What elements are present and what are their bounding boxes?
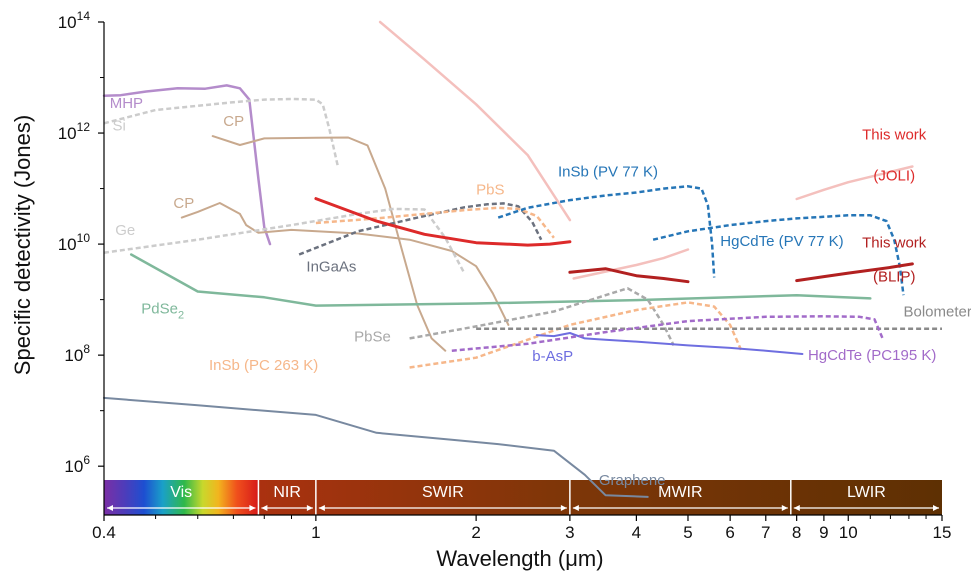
series-line-si-1 bbox=[103, 97, 340, 167]
series-line-cp-2 bbox=[211, 135, 447, 352]
band-arrow-left bbox=[107, 505, 113, 511]
series-labels: MHP Si CP CP Ge InGaAs PbS PdSe2 PbSe InSb (PC 26… bbox=[110, 95, 971, 489]
band-vis-fill bbox=[104, 480, 259, 515]
series-label-si: Si bbox=[113, 118, 126, 135]
series-label-mhp: MHP bbox=[110, 95, 143, 112]
series-line-joli-reference-16 bbox=[378, 20, 572, 222]
band-arrow-left bbox=[793, 505, 800, 511]
x-tick-label: 15 bbox=[933, 523, 952, 542]
band-label-nir: NIR bbox=[273, 484, 301, 501]
x-tick-label: 4 bbox=[632, 523, 641, 542]
series-label-insb-pv-77-k: InSb (PV 77 K) bbox=[558, 163, 658, 180]
x-tick-label: 0.4 bbox=[92, 523, 116, 542]
series-line-joli-reference-17 bbox=[572, 248, 690, 280]
series-label-hgcdte-pv-77-k: HgCdTe (PV 77 K) bbox=[720, 233, 843, 250]
annotation-this-work: This work bbox=[862, 235, 927, 252]
x-tick-label: 1 bbox=[311, 523, 320, 542]
series-line-insb-pv-77-k-13 bbox=[497, 185, 716, 278]
x-tick-label: 5 bbox=[683, 523, 692, 542]
band-arrow-right bbox=[560, 505, 567, 511]
x-tick-label: 8 bbox=[792, 523, 801, 542]
series-line-ge-4 bbox=[103, 207, 466, 274]
series-label-graphene: Graphene bbox=[599, 472, 666, 489]
annotation-this-work: This work bbox=[862, 127, 927, 144]
x-tick-label: 3 bbox=[565, 523, 574, 542]
x-tick-label: 6 bbox=[725, 523, 734, 542]
band-label-swir: SWIR bbox=[422, 484, 464, 501]
series-line-this-work-blip-20 bbox=[568, 267, 690, 284]
band-label-mwir: MWIR bbox=[658, 484, 702, 501]
series-label-cp: CP bbox=[173, 195, 194, 212]
band-label-vis: Vis bbox=[170, 484, 192, 501]
series-line-pdse-7 bbox=[129, 253, 872, 307]
series-line-pbse-8 bbox=[409, 287, 675, 346]
series-layer bbox=[102, 20, 942, 498]
series-line-hgcdte-pv-77-k-14 bbox=[652, 214, 905, 296]
series-line-this-work-blip-21 bbox=[795, 262, 914, 283]
band-arrow-left bbox=[318, 505, 325, 511]
x-tick-label: 7 bbox=[761, 523, 770, 542]
series-line-pbs-6 bbox=[315, 206, 555, 239]
series-label-pdse: PdSe2 bbox=[141, 301, 184, 322]
x-tick-label: 9 bbox=[819, 523, 828, 542]
x-tick-label: 2 bbox=[471, 523, 480, 542]
band-arrow-right bbox=[249, 505, 256, 511]
series-line-b-asp-10 bbox=[535, 332, 804, 355]
annotation-this-work: (BLIP) bbox=[873, 269, 916, 286]
series-label-bolometer: Bolometer bbox=[904, 303, 971, 320]
series-line-graphene-15 bbox=[103, 396, 649, 498]
series-line-hgcdte-pc195-k-12 bbox=[451, 315, 884, 352]
series-label-b-asp: b-AsP bbox=[532, 348, 573, 365]
x-tick-label: 10 bbox=[839, 523, 858, 542]
series-label-ingaas: InGaAs bbox=[306, 259, 356, 276]
series-line-this-work-joli-19 bbox=[314, 197, 572, 247]
series-label-cp: CP bbox=[223, 113, 244, 130]
series-line-joli-reference-18 bbox=[795, 165, 914, 201]
series-line-mhp-0 bbox=[102, 84, 272, 246]
series-label-ge: Ge bbox=[115, 222, 135, 239]
series-label-insb-pc-263-k: InSb (PC 263 K) bbox=[209, 357, 318, 374]
series-line-cp-3 bbox=[180, 202, 510, 326]
series-label-hgcdte-pc195-k: HgCdTe (PC195 K) bbox=[808, 347, 936, 364]
series-line-ingaas-5 bbox=[298, 202, 543, 256]
x-axis-title: Wavelength (μm) bbox=[436, 546, 603, 571]
band-arrow-right bbox=[933, 505, 939, 511]
series-label-pbs: PbS bbox=[476, 182, 504, 199]
band-arrow-right bbox=[306, 505, 313, 511]
band-label-lwir: LWIR bbox=[847, 484, 886, 501]
annotation-this-work: (JOLI) bbox=[873, 167, 915, 184]
band-arrow-right bbox=[781, 505, 788, 511]
series-label-pbse: PbSe bbox=[354, 329, 391, 346]
band-arrow-left bbox=[572, 505, 579, 511]
spectral-band-bar: Vis NIR SWIR MWIR LWIR bbox=[104, 480, 942, 515]
y-axis-title: Specific detectivity (Jones) bbox=[10, 115, 35, 375]
band-arrow-left bbox=[261, 505, 268, 511]
